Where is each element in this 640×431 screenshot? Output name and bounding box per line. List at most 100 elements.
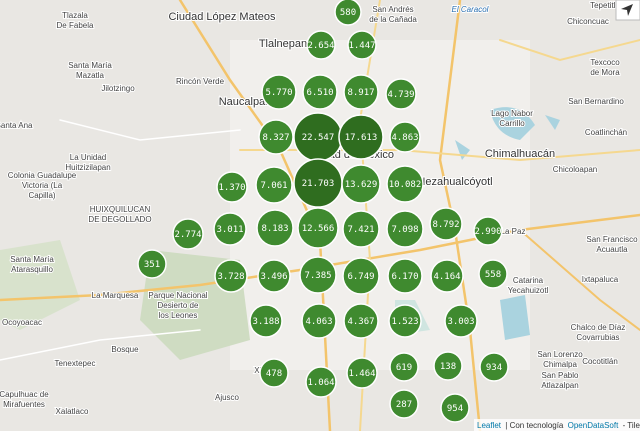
place-line: La Unidad xyxy=(70,153,106,162)
provider-link[interactable]: OpenDataSoft xyxy=(568,421,619,430)
place-label: Tlazala De Fabela xyxy=(57,11,94,30)
cluster-marker[interactable]: 5.770 xyxy=(261,74,297,110)
marker-circle xyxy=(430,259,464,293)
place-label: Jilotzingo xyxy=(101,84,135,93)
cluster-marker[interactable]: 2.774 xyxy=(172,218,204,250)
cluster-marker[interactable]: 7.098 xyxy=(386,210,424,248)
cluster-marker[interactable]: 138 xyxy=(433,351,463,381)
place-label: San Pablo Atlazalpan xyxy=(541,371,579,390)
cluster-marker[interactable]: 4.739 xyxy=(385,78,417,110)
marker-label: 12.566 xyxy=(302,224,335,234)
place-line: San Pablo xyxy=(542,371,579,380)
marker-label: 22.547 xyxy=(302,133,335,143)
cluster-marker[interactable]: 8.792 xyxy=(429,207,463,241)
cluster-marker[interactable]: 3.728 xyxy=(214,259,248,293)
marker-circle xyxy=(306,30,336,60)
cluster-marker[interactable]: 934 xyxy=(479,352,509,382)
cluster-marker[interactable]: 12.566 xyxy=(297,207,339,249)
cluster-marker[interactable]: 17.613 xyxy=(338,114,384,160)
place-line: los Leones xyxy=(159,311,198,320)
marker-circle xyxy=(388,304,422,338)
cluster-marker[interactable]: 6.749 xyxy=(342,257,380,295)
cluster-marker[interactable]: 2.654 xyxy=(306,30,336,60)
cluster-marker[interactable]: 13.629 xyxy=(341,164,381,204)
cluster-marker[interactable]: 351 xyxy=(137,249,167,279)
place-label: La Marquesa xyxy=(92,291,139,300)
marker-circle xyxy=(342,210,380,248)
marker-label: 4.863 xyxy=(391,133,418,143)
marker-circle xyxy=(389,121,421,153)
place-line: Tlalnepan xyxy=(259,38,307,50)
cluster-marker[interactable]: 1.464 xyxy=(346,357,378,389)
place-line: Xalatlaco xyxy=(56,407,89,416)
place-line: Ocoyoacac xyxy=(2,318,42,327)
cluster-marker[interactable]: 580 xyxy=(334,0,362,26)
place-line: El Caracol xyxy=(452,5,489,14)
cluster-marker[interactable]: 3.011 xyxy=(213,212,247,246)
cluster-marker[interactable]: 287 xyxy=(389,389,419,419)
cluster-marker[interactable]: 1.064 xyxy=(305,366,337,398)
marker-label: 934 xyxy=(486,363,502,373)
cluster-marker[interactable]: 4.063 xyxy=(301,303,337,339)
marker-circle xyxy=(387,258,423,294)
place-line: Atarasquillo xyxy=(11,265,53,274)
marker-circle xyxy=(386,210,424,248)
cluster-marker[interactable]: 3.003 xyxy=(444,304,478,338)
cluster-marker[interactable]: 7.061 xyxy=(255,166,293,204)
place-line: Ajusco xyxy=(215,393,240,402)
cluster-marker[interactable]: 1.447 xyxy=(347,30,377,60)
marker-label: 5.770 xyxy=(265,88,292,98)
cluster-marker[interactable]: 22.547 xyxy=(293,112,343,162)
cluster-marker[interactable]: 8.183 xyxy=(256,209,294,247)
cluster-marker[interactable]: 10.082 xyxy=(386,165,424,203)
marker-circle xyxy=(172,218,204,250)
leaflet-link[interactable]: Leaflet xyxy=(477,421,502,430)
place-label: La Paz xyxy=(501,227,526,236)
marker-circle xyxy=(385,78,417,110)
cluster-marker[interactable]: 6.170 xyxy=(387,258,423,294)
place-label: Tenextepec xyxy=(55,359,96,368)
cluster-marker[interactable]: 21.703 xyxy=(293,158,343,208)
cluster-marker[interactable]: 4.367 xyxy=(343,303,379,339)
marker-circle xyxy=(213,212,247,246)
cluster-marker[interactable]: 4.863 xyxy=(389,121,421,153)
cluster-marker[interactable]: 8.917 xyxy=(343,74,379,110)
tiles-note: - Tiles © xyxy=(623,421,640,430)
marker-circle xyxy=(216,171,248,203)
marker-circle xyxy=(479,352,509,382)
locate-control[interactable] xyxy=(615,0,640,21)
place-line: San Andrés xyxy=(372,5,413,14)
marker-circle xyxy=(386,165,424,203)
cluster-marker[interactable]: 6.510 xyxy=(302,74,338,110)
marker-label: 1.464 xyxy=(348,369,375,379)
cluster-marker[interactable]: 558 xyxy=(478,259,508,289)
cluster-marker[interactable]: 7.421 xyxy=(342,210,380,248)
place-line: Cocotitlán xyxy=(582,357,618,366)
cluster-marker[interactable]: 478 xyxy=(259,358,289,388)
cluster-marker[interactable]: 7.385 xyxy=(299,256,337,294)
marker-circle xyxy=(338,114,384,160)
place-line: Desierto de xyxy=(158,301,199,310)
cluster-marker[interactable]: 954 xyxy=(440,393,470,423)
cluster-marker[interactable]: 3.496 xyxy=(257,259,291,293)
cluster-marker[interactable]: 1.370 xyxy=(216,171,248,203)
place-label: Santa Ana xyxy=(0,121,33,130)
cluster-marker[interactable]: 1.523 xyxy=(388,304,422,338)
place-line: La Paz xyxy=(501,227,526,236)
place-line: Santa Ana xyxy=(0,121,33,130)
marker-label: 3.496 xyxy=(260,272,287,282)
marker-circle xyxy=(302,74,338,110)
marker-label: 21.703 xyxy=(302,179,335,189)
cluster-marker[interactable]: 2.990 xyxy=(473,216,503,246)
marker-label: 8.917 xyxy=(347,88,374,98)
attribution-note: | Con tecnología xyxy=(505,421,564,430)
cluster-marker[interactable]: 619 xyxy=(389,352,419,382)
cluster-marker[interactable]: 8.327 xyxy=(258,119,294,155)
cluster-marker[interactable]: 4.164 xyxy=(430,259,464,293)
cluster-marker[interactable]: 3.188 xyxy=(249,304,283,338)
place-label: Ocoyoacac xyxy=(2,318,42,327)
place-line: Chimalpa xyxy=(543,360,577,369)
place-line: Capilla) xyxy=(28,191,55,200)
marker-circle xyxy=(257,259,291,293)
